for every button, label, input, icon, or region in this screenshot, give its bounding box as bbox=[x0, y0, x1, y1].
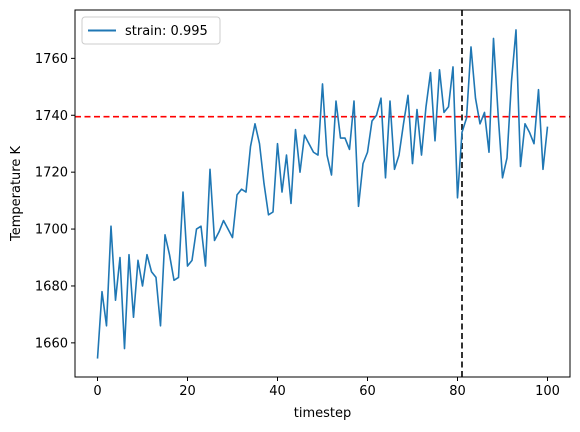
y-axis-ticks: 1660 1680 1700 1720 1740 1760 bbox=[35, 52, 75, 351]
y-tick-label: 1760 bbox=[35, 52, 68, 67]
y-tick-label: 1700 bbox=[35, 223, 68, 238]
legend: strain: 0.995 bbox=[81, 16, 221, 45]
x-tick-label: 0 bbox=[93, 384, 101, 399]
series-layer bbox=[96, 29, 549, 359]
x-tick-label: 20 bbox=[179, 384, 196, 399]
y-tick-label: 1660 bbox=[35, 336, 68, 351]
y-tick-label: 1740 bbox=[35, 109, 68, 124]
legend-entry-label: strain: 0.995 bbox=[125, 24, 208, 39]
series-line bbox=[96, 29, 549, 359]
y-tick-label: 1720 bbox=[35, 166, 68, 181]
legend-frame bbox=[81, 16, 221, 45]
x-axis-ticks: 0 20 40 60 80 100 bbox=[93, 377, 560, 399]
x-tick-label: 80 bbox=[449, 384, 466, 399]
reference-lines bbox=[75, 10, 570, 377]
x-tick-label: 100 bbox=[535, 384, 560, 399]
x-axis-label: timestep bbox=[294, 406, 352, 421]
y-tick-label: 1680 bbox=[35, 279, 68, 294]
plot-frame bbox=[74, 9, 571, 378]
x-tick-label: 60 bbox=[359, 384, 376, 399]
x-tick-label: 40 bbox=[269, 384, 286, 399]
y-axis-label: Temperature K bbox=[9, 146, 24, 242]
